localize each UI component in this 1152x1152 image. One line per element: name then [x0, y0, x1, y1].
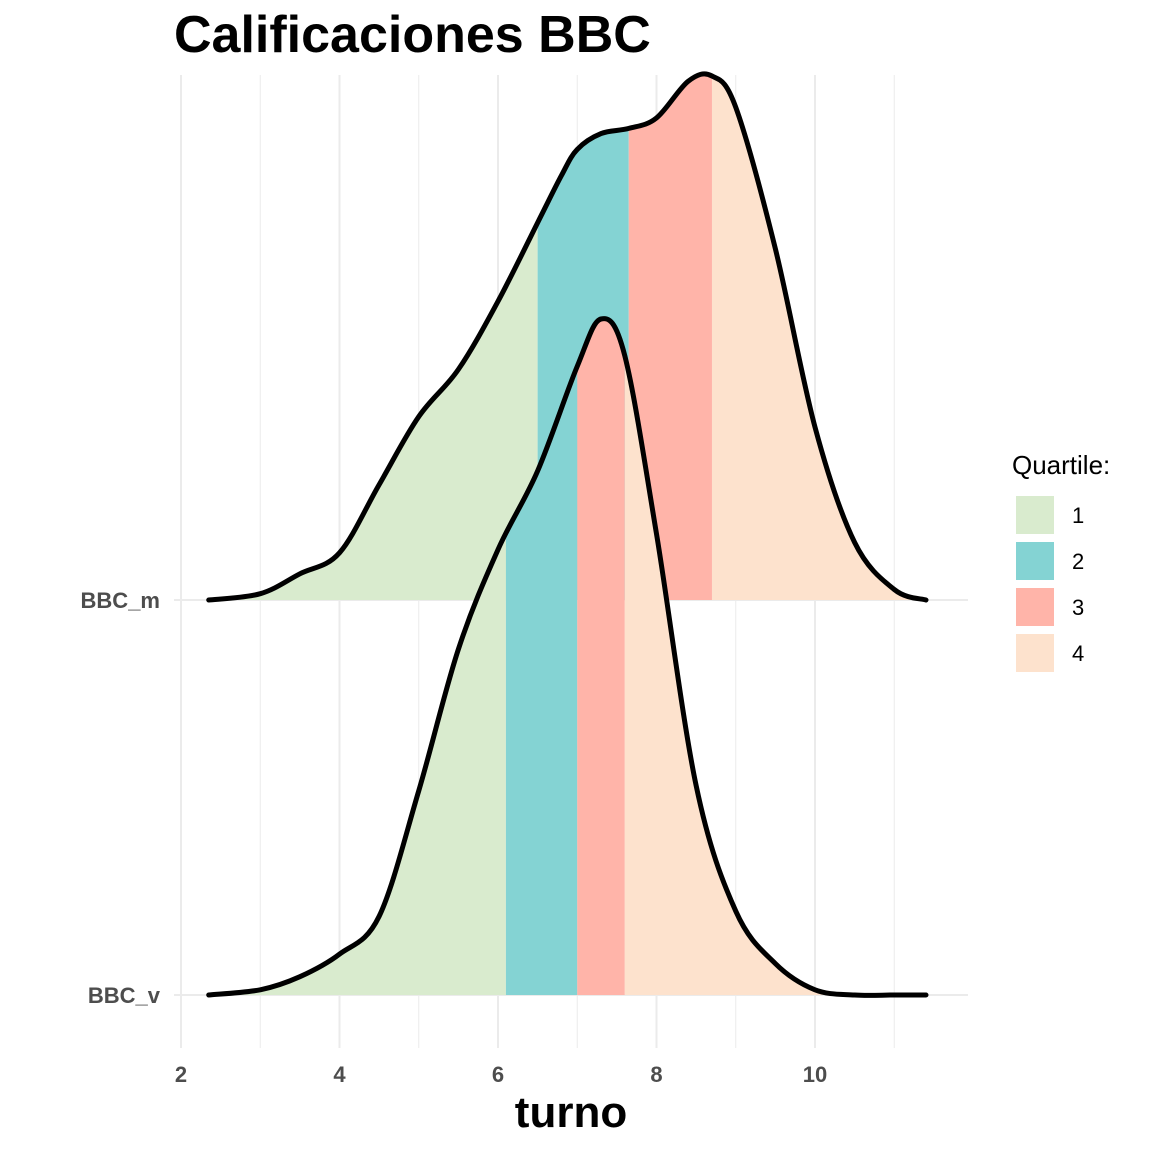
- x-tick-label: 10: [803, 1062, 827, 1087]
- legend-label-4: 4: [1072, 641, 1084, 666]
- legend-label-2: 2: [1072, 549, 1084, 574]
- legend-swatch-4: [1016, 634, 1054, 672]
- x-tick-label: 4: [333, 1062, 346, 1087]
- legend: Quartile: 1 2 3 4: [1012, 450, 1110, 672]
- x-axis-label: turno: [515, 1088, 627, 1137]
- x-tick-labels: 2 4 6 8 10: [175, 1062, 827, 1087]
- x-tick-label: 2: [175, 1062, 187, 1087]
- x-tick-label: 8: [650, 1062, 662, 1087]
- density-fills: [208, 73, 926, 995]
- x-tick-label: 6: [492, 1062, 504, 1087]
- quartile-1-area: [208, 73, 538, 600]
- legend-label-1: 1: [1072, 503, 1084, 528]
- density-curve-BBC_v: [206, 316, 929, 998]
- legend-title: Quartile:: [1012, 450, 1110, 480]
- legend-swatch-1: [1016, 496, 1054, 534]
- chart-title: Calificaciones BBC: [174, 6, 651, 64]
- legend-swatch-2: [1016, 542, 1054, 580]
- y-tick-labels: BBC_m BBC_v: [81, 588, 161, 1008]
- legend-swatch-3: [1016, 588, 1054, 626]
- y-tick-label: BBC_v: [88, 983, 161, 1008]
- y-tick-label: BBC_m: [81, 588, 160, 613]
- legend-label-3: 3: [1072, 595, 1084, 620]
- quartile-3-area: [577, 318, 625, 995]
- density-outlines: [206, 71, 929, 998]
- density-curve-BBC_m: [206, 71, 929, 603]
